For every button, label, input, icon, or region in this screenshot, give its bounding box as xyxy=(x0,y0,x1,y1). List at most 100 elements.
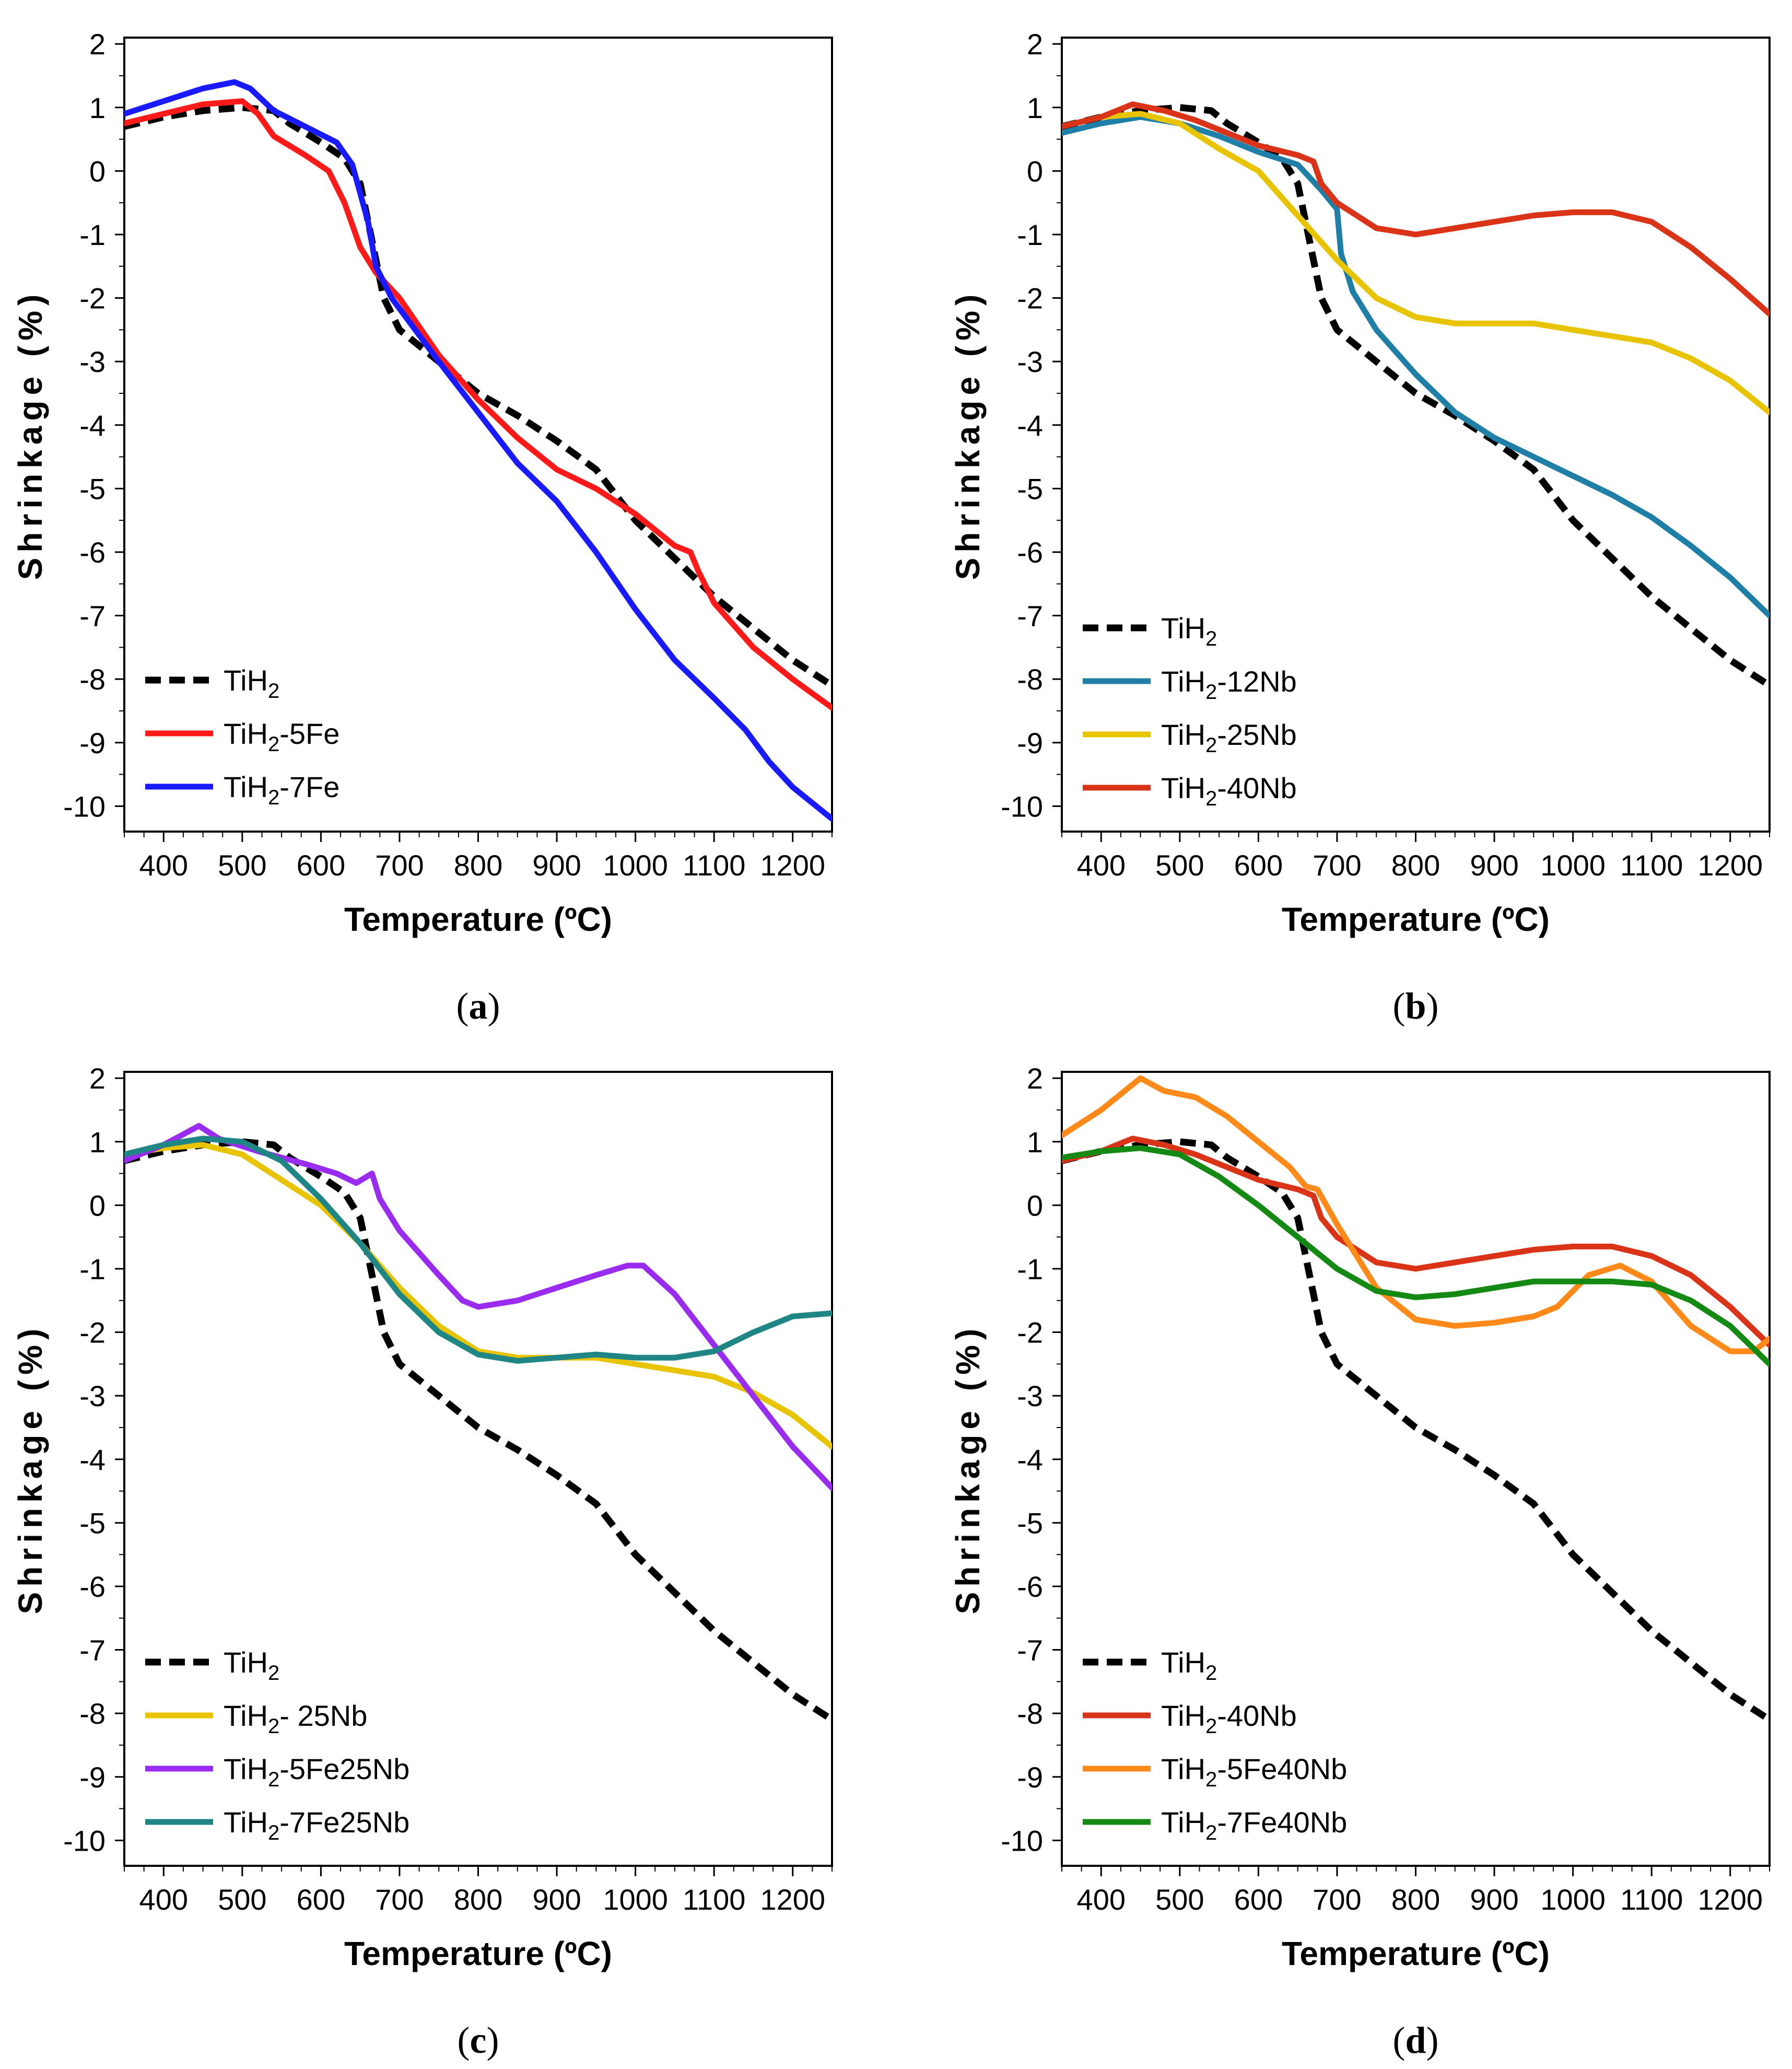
x-tick-label: 1100 xyxy=(1620,1883,1683,1916)
series-line-tih2-40nb xyxy=(1062,1136,1770,1348)
series-line-tih2-40nb xyxy=(1062,101,1770,317)
y-tick-label: -5 xyxy=(1017,1506,1043,1539)
legend-label: TiH2-5Fe25Nb xyxy=(224,1752,409,1791)
y-tick-label: -8 xyxy=(1017,663,1043,696)
x-tick-label: 800 xyxy=(454,849,502,882)
series-group xyxy=(124,79,832,822)
x-tick-label: 1000 xyxy=(1540,849,1606,882)
series-line-tih2 xyxy=(124,104,832,688)
y-tick-label: -6 xyxy=(79,1570,106,1603)
y-axis-title: Shrinkage (%) xyxy=(11,1324,49,1615)
x-tick-label: 400 xyxy=(139,1883,188,1916)
y-tick-label: -10 xyxy=(63,1824,106,1857)
panel-label: (c) xyxy=(458,2019,499,2061)
y-tick-label: -9 xyxy=(1017,1761,1043,1794)
y-tick-label: 0 xyxy=(1027,1189,1043,1222)
x-tick-label: 500 xyxy=(1155,1883,1204,1916)
y-tick-label: -9 xyxy=(79,727,106,759)
series-group xyxy=(124,1123,832,1723)
legend-label: TiH2-12Nb xyxy=(1161,665,1297,704)
x-tick-label: 500 xyxy=(1155,849,1204,882)
x-tick-label: 600 xyxy=(1234,849,1283,882)
x-tick-label: 400 xyxy=(1077,1883,1126,1916)
x-tick-label: 800 xyxy=(1391,1883,1440,1916)
x-tick-label: 900 xyxy=(1470,1883,1518,1916)
x-tick-label: 1000 xyxy=(603,849,668,882)
legend-label: TiH2-7Fe xyxy=(224,770,339,809)
series-line-tih2-7fe25nb xyxy=(124,1136,832,1364)
y-tick-label: 0 xyxy=(1027,155,1043,188)
panel-label: (b) xyxy=(1392,985,1438,1027)
y-tick-label: -3 xyxy=(79,1380,106,1412)
y-tick-label: -3 xyxy=(1017,1380,1043,1412)
legend-label: TiH2 xyxy=(1161,612,1217,650)
series-line-tih2 xyxy=(1062,1138,1770,1723)
panel-a: 2 1 0 -1 -2 -3 -4 -5 -6 -7 -8 -9 -10 400 500 600 700 800 9… xyxy=(11,28,833,1027)
y-tick-label: 0 xyxy=(89,155,106,188)
y-tick-label: -4 xyxy=(1017,1443,1043,1476)
y-tick-label: -5 xyxy=(1017,472,1043,505)
series-line-tih2-12nb xyxy=(1062,114,1770,619)
x-tick-label: 600 xyxy=(297,1883,345,1916)
x-tick-label: 1000 xyxy=(603,1883,668,1916)
y-tick-label: -5 xyxy=(79,472,106,505)
legend-label: TiH2-40Nb xyxy=(1161,1699,1297,1738)
y-tick-label: 1 xyxy=(1027,1126,1043,1159)
y-axis-title: Shrinkage (%) xyxy=(949,289,987,580)
x-tick-label: 700 xyxy=(1313,849,1361,882)
x-tick-label: 500 xyxy=(218,849,266,882)
y-tick-label: 1 xyxy=(1027,91,1043,124)
x-axis-title: Temperature (ºC) xyxy=(344,901,612,938)
y-tick-label: 0 xyxy=(89,1189,106,1222)
y-tick-label: -7 xyxy=(79,1634,106,1667)
legend-label: TiH2-5Fe40Nb xyxy=(1161,1752,1347,1791)
x-tick-label: 400 xyxy=(1077,849,1126,882)
series-line-tih2-7fe xyxy=(124,79,832,822)
y-tick-label: -5 xyxy=(79,1506,106,1539)
y-tick-label: -1 xyxy=(79,218,106,251)
x-tick-label: 900 xyxy=(532,849,581,882)
x-tick-label: 1200 xyxy=(760,849,825,882)
y-tick-label: -3 xyxy=(1017,345,1043,378)
series-line-tih2-5fe xyxy=(124,98,832,711)
series-group xyxy=(1062,1075,1770,1723)
x-tick-label: 700 xyxy=(375,1883,424,1916)
y-tick-label: -1 xyxy=(1017,1253,1043,1285)
y-tick-label: -10 xyxy=(1001,1824,1043,1857)
panel-c: 2 1 0 -1 -2 -3 -4 -5 -6 -7 -8 -9 -10 400 500 600 700 800 9… xyxy=(11,1062,833,2061)
series-group xyxy=(1062,101,1770,688)
y-tick-label: -6 xyxy=(1017,536,1043,569)
y-tick-label: -9 xyxy=(79,1761,106,1794)
x-tick-label: 900 xyxy=(1470,849,1518,882)
y-tick-label: 2 xyxy=(89,1062,106,1095)
y-tick-label: -4 xyxy=(79,1443,106,1476)
x-axis-title: Temperature (ºC) xyxy=(1282,1935,1550,1972)
y-tick-label: -10 xyxy=(1001,790,1043,823)
series-line-tih2-25nb xyxy=(1062,111,1770,415)
y-tick-label: -6 xyxy=(1017,1570,1043,1603)
panel-label: (d) xyxy=(1392,2019,1438,2061)
panel-label: (a) xyxy=(456,985,500,1027)
y-tick-label: -1 xyxy=(79,1253,106,1285)
y-tick-label: 1 xyxy=(89,1126,106,1159)
x-tick-label: 1100 xyxy=(683,1883,745,1916)
panel-b: 2 1 0 -1 -2 -3 -4 -5 -6 -7 -8 -9 -10 400 500 600 700 800 9… xyxy=(949,28,1771,1027)
legend-label: TiH2 xyxy=(224,1646,279,1685)
y-tick-label: -10 xyxy=(63,790,106,823)
y-tick-label: 2 xyxy=(89,28,106,61)
legend-label: TiH2-40Nb xyxy=(1161,772,1297,810)
y-axis-title: Shrinkage (%) xyxy=(11,289,49,580)
y-tick-label: -7 xyxy=(1017,600,1043,633)
y-axis-title: Shrinkage (%) xyxy=(949,1324,987,1615)
y-tick-label: -2 xyxy=(1017,282,1043,315)
y-tick-label: 2 xyxy=(1027,1062,1043,1095)
y-tick-label: -8 xyxy=(79,663,106,696)
x-tick-label: 1200 xyxy=(760,1883,825,1916)
legend-label: TiH2 xyxy=(1161,1646,1217,1685)
y-tick-label: -4 xyxy=(1017,409,1043,442)
x-tick-label: 1100 xyxy=(683,849,745,882)
x-tick-label: 700 xyxy=(1313,1883,1361,1916)
y-tick-label: -2 xyxy=(79,282,106,315)
